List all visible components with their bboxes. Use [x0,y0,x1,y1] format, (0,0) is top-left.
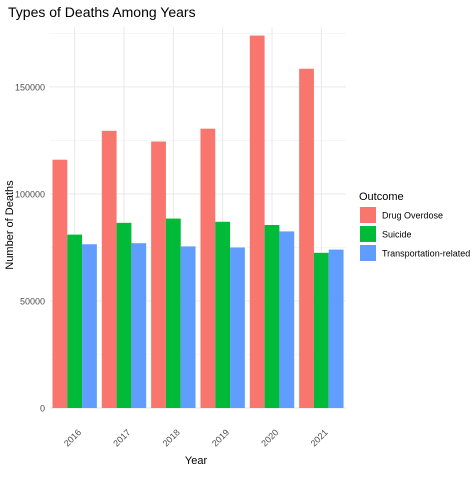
x-tick-label: 2020 [259,427,280,448]
y-tick-label: 100000 [15,189,45,199]
legend-entry-label: Drug Overdose [382,211,443,221]
bar-drug-overdose-2017 [101,130,117,408]
x-tick-label: 2018 [161,427,182,448]
chart-title: Types of Deaths Among Years [8,4,196,20]
bar-transportation-related-2021 [328,249,344,408]
x-axis-label: Year [185,455,208,467]
bar-suicide-2016 [67,234,83,408]
bar-drug-overdose-2021 [299,68,314,408]
bar-suicide-2017 [116,222,132,408]
bar-suicide-2021 [313,252,329,408]
y-tick-label: 50000 [20,296,45,306]
x-tick-label: 2021 [309,427,330,448]
bar-suicide-2019 [215,221,231,408]
bar-transportation-related-2016 [82,244,97,408]
y-axis: 0 50000 100000 150000 [15,82,45,413]
legend: Outcome Drug Overdose Suicide Transportati… [359,191,470,261]
bar-suicide-2020 [264,224,280,408]
y-tick-label: 150000 [15,82,45,92]
bars [52,35,344,409]
legend-key [360,245,376,261]
bar-transportation-related-2019 [230,247,245,408]
x-axis: 2016 2017 2018 2019 2020 2021 [62,427,330,448]
bar-transportation-related-2017 [131,243,147,408]
y-tick-label: 0 [40,404,45,414]
legend-entry-label: Transportation-related [382,249,470,259]
x-tick-label: 2019 [210,427,231,448]
bar-transportation-related-2018 [180,246,196,408]
legend-key [360,207,376,223]
bar-transportation-related-2020 [279,231,295,408]
bar-suicide-2018 [165,218,181,408]
x-tick-label: 2016 [62,427,83,448]
bar-drug-overdose-2018 [151,141,166,408]
y-axis-label: Number of Deaths [4,180,16,270]
legend-key [360,226,376,242]
x-tick-label: 2017 [111,427,132,448]
bar-drug-overdose-2019 [200,128,216,409]
bar-drug-overdose-2016 [52,159,68,408]
legend-entry-label: Suicide [382,230,412,240]
legend-title: Outcome [359,191,404,203]
bar-drug-overdose-2020 [249,35,265,408]
